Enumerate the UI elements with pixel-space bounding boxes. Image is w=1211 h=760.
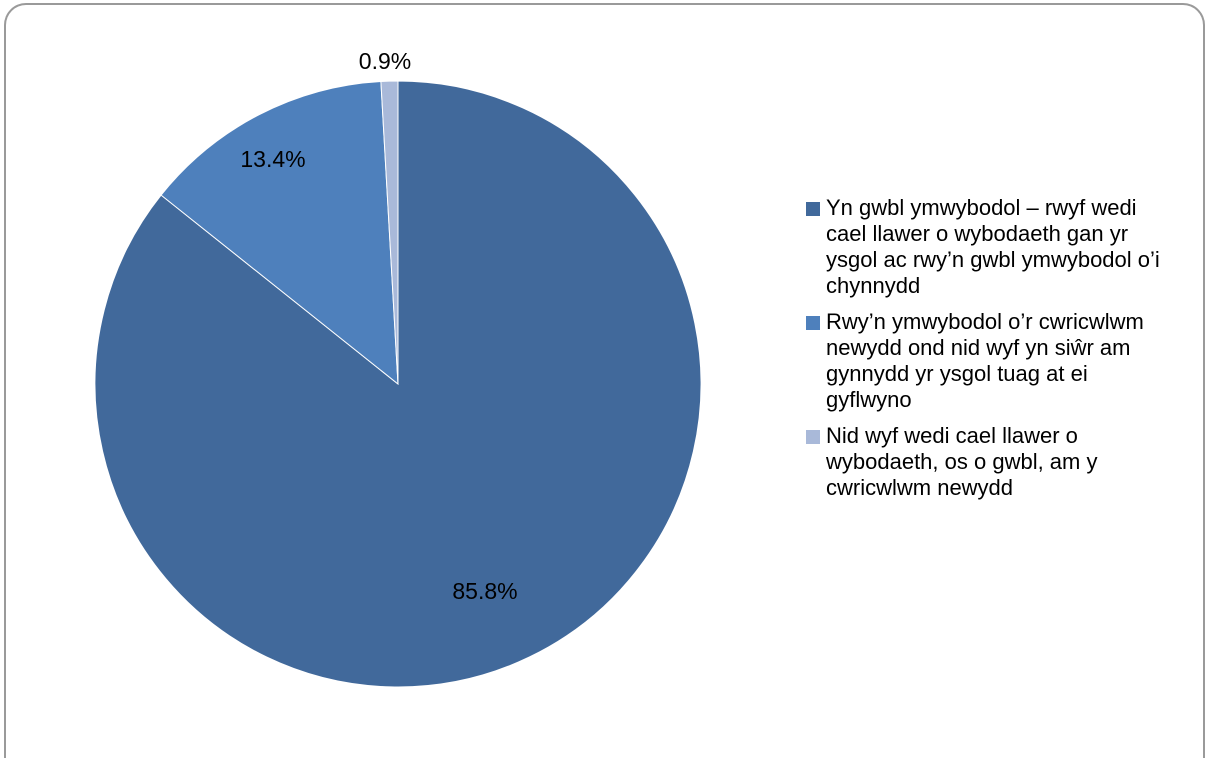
legend-label-2: Rwy’n ymwybodol o’r cwricwlwm newydd ond… xyxy=(826,309,1144,412)
pie-slice-3 xyxy=(380,80,399,385)
pie-slices xyxy=(94,80,702,688)
pie-data-labels: 85.8% 13.4% 0.9% xyxy=(240,48,517,604)
legend-swatch-3 xyxy=(806,430,820,444)
legend: Yn gwbl ymwybodol – rwyf wedi cael llawe… xyxy=(806,195,1196,511)
pie-chart: 85.8% 13.4% 0.9% xyxy=(94,48,702,688)
legend-label-1: Yn gwbl ymwybodol – rwyf wedi cael llawe… xyxy=(826,195,1160,298)
legend-item-2: Rwy’n ymwybodol o’r cwricwlwm newydd ond… xyxy=(806,309,1196,413)
data-label-2: 13.4% xyxy=(240,146,305,172)
legend-label-3: Nid wyf wedi cael llawer o wybodaeth, os… xyxy=(826,423,1098,500)
legend-swatch-2 xyxy=(806,316,820,330)
data-label-3: 0.9% xyxy=(359,48,411,74)
pie-slice-2 xyxy=(160,80,399,386)
data-label-1: 85.8% xyxy=(452,578,517,604)
legend-item-3: Nid wyf wedi cael llawer o wybodaeth, os… xyxy=(806,423,1196,501)
legend-item-1: Yn gwbl ymwybodol – rwyf wedi cael llawe… xyxy=(806,195,1196,299)
chart-area: 85.8% 13.4% 0.9% Yn gwbl ymwybodol – rwyf … xyxy=(4,3,1205,758)
legend-swatch-1 xyxy=(806,202,820,216)
